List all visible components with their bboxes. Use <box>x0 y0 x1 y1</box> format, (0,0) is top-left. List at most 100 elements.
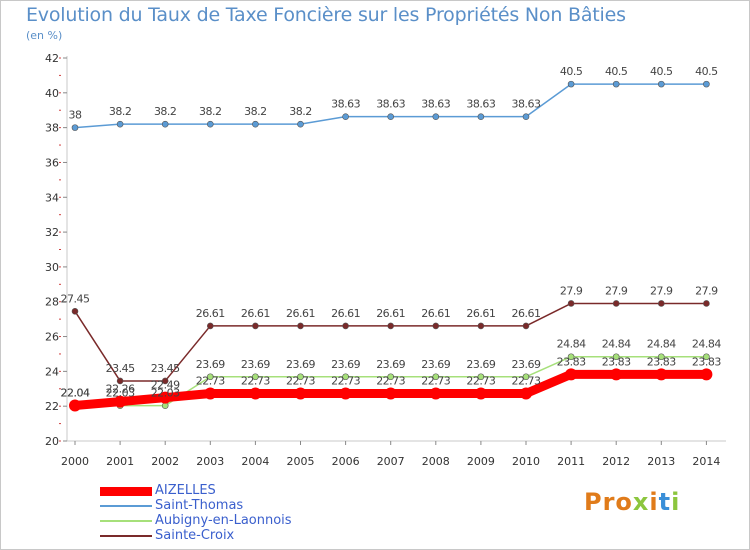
data-label: 22.73 <box>421 374 450 387</box>
data-point <box>474 387 487 400</box>
data-label: 27.9 <box>650 284 673 297</box>
data-label: 23.69 <box>512 358 541 371</box>
data-label: 23.83 <box>647 355 676 368</box>
legend-label-aizelles: AIZELLES <box>155 483 216 498</box>
data-label: 22.04 <box>61 386 90 399</box>
data-point <box>116 120 124 128</box>
x-tick-label: 2013 <box>647 455 675 468</box>
data-point <box>384 387 397 400</box>
x-tick-label: 2002 <box>151 455 179 468</box>
data-label: 22.03 <box>106 387 135 400</box>
x-tick-label: 2014 <box>692 455 720 468</box>
data-point <box>700 368 713 381</box>
data-point <box>297 120 304 128</box>
data-label: 23.69 <box>286 358 315 371</box>
x-tick-label: 2009 <box>467 455 495 468</box>
data-label: 22.73 <box>466 374 495 387</box>
data-label: 23.69 <box>466 358 495 371</box>
data-label: 22.73 <box>241 374 270 387</box>
data-point <box>71 124 79 131</box>
data-point <box>657 353 665 361</box>
data-point <box>432 373 440 381</box>
data-point <box>207 373 214 381</box>
y-tick-label: 20 <box>45 435 59 448</box>
x-tick-label: 2011 <box>557 455 585 468</box>
data-point <box>612 353 620 361</box>
data-point <box>703 353 710 361</box>
data-point <box>204 387 217 400</box>
data-point <box>71 308 79 315</box>
data-label: 22.04 <box>61 386 90 399</box>
data-label: 22.03 <box>151 387 180 400</box>
data-label: 23.83 <box>602 355 631 368</box>
logo-part-5: i <box>671 488 681 516</box>
data-point <box>69 399 81 412</box>
data-label: 23.83 <box>692 355 721 368</box>
data-point <box>297 322 304 330</box>
data-label: 22.73 <box>196 374 225 387</box>
data-point <box>249 387 262 400</box>
data-label: 26.61 <box>241 307 270 320</box>
data-label: 23.69 <box>241 358 270 371</box>
y-tick-label: 40 <box>45 87 59 100</box>
data-point <box>116 377 124 385</box>
data-label: 38.63 <box>376 98 405 111</box>
data-point <box>477 113 485 120</box>
data-label: 23.45 <box>106 362 135 375</box>
x-tick-label: 2012 <box>602 455 630 468</box>
data-point <box>522 113 530 120</box>
data-label: 38.2 <box>154 105 177 118</box>
data-point <box>657 300 665 307</box>
data-label: 38.2 <box>289 105 312 118</box>
data-label: 24.84 <box>602 338 631 351</box>
data-label: 26.61 <box>286 307 315 320</box>
data-label: 38.63 <box>466 98 495 111</box>
y-tick-label: 28 <box>45 296 59 309</box>
data-point <box>432 322 440 330</box>
x-tick-label: 2003 <box>196 455 224 468</box>
data-label: 26.61 <box>196 307 225 320</box>
logo-part-3: i <box>649 488 659 516</box>
data-label: 38.2 <box>199 105 222 118</box>
data-point <box>655 368 668 381</box>
data-label: 27.9 <box>695 284 718 297</box>
data-label: 38.2 <box>244 105 267 118</box>
data-label: 38 <box>69 109 82 122</box>
data-point <box>294 387 307 400</box>
data-point <box>342 113 349 120</box>
logo-part-4: t <box>658 488 672 516</box>
data-label: 22.73 <box>286 374 315 387</box>
data-point <box>612 300 620 307</box>
x-tick-label: 2001 <box>106 455 134 468</box>
data-point <box>657 80 665 88</box>
data-label: 40.5 <box>695 65 718 78</box>
legend-swatch-saint-thomas <box>100 505 152 507</box>
y-tick-label: 22 <box>45 400 59 413</box>
data-label: 23.69 <box>421 358 450 371</box>
legend-label-aubigny: Aubigny-en-Laonnois <box>155 513 292 528</box>
data-point <box>114 395 127 408</box>
data-point <box>252 373 259 381</box>
data-point <box>252 120 259 128</box>
data-point <box>387 113 395 120</box>
x-tick-label: 2005 <box>287 455 315 468</box>
legend-swatch-sainte-croix <box>100 535 152 537</box>
data-label: 22.73 <box>331 374 360 387</box>
data-label: 38.63 <box>331 98 360 111</box>
data-point <box>610 368 623 381</box>
data-point <box>161 120 169 128</box>
data-label: 23.45 <box>151 362 180 375</box>
legend-swatch-aubigny <box>100 520 152 522</box>
data-label: 24.84 <box>647 338 676 351</box>
data-point <box>252 322 259 330</box>
x-tick-label: 2000 <box>61 455 89 468</box>
chart-title: Evolution du Taux de Taxe Foncière sur l… <box>26 4 626 26</box>
data-label: 27.9 <box>605 284 628 297</box>
data-label: 26.61 <box>421 307 450 320</box>
data-point <box>477 322 485 330</box>
y-tick-label: 34 <box>45 191 59 204</box>
data-label: 22.49 <box>151 379 180 392</box>
proxiti-logo: Proxiti <box>584 488 680 516</box>
x-tick-label: 2007 <box>377 455 405 468</box>
